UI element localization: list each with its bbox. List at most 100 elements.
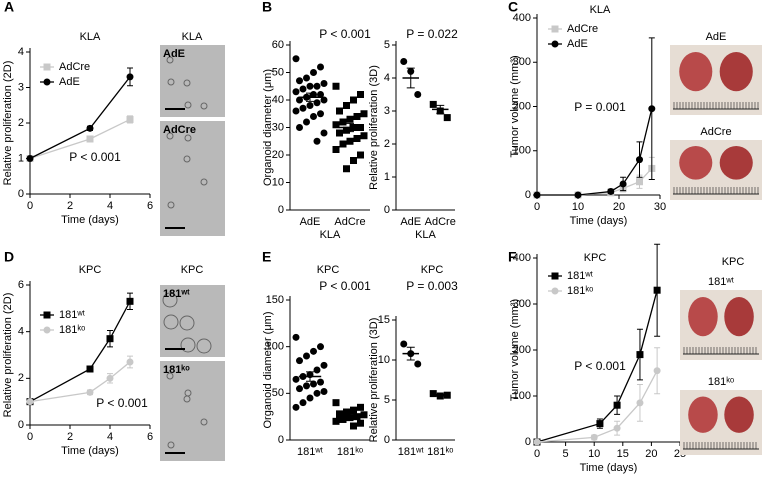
marker — [350, 157, 357, 164]
x-tick-label: 0 — [534, 448, 540, 460]
cell — [162, 292, 178, 308]
marker — [332, 417, 340, 425]
marker — [296, 357, 303, 365]
panel-letter: C — [508, 0, 518, 15]
cell — [184, 389, 192, 397]
y-tick-label: 40 — [272, 94, 284, 106]
annotation: P < 0.001 — [69, 150, 121, 164]
marker — [350, 96, 357, 104]
y-tick-label: 0 — [525, 189, 531, 201]
marker — [336, 129, 343, 137]
marker — [317, 343, 324, 351]
marker — [353, 113, 361, 120]
marker — [339, 118, 347, 126]
legend-label: AdCre — [59, 61, 90, 73]
cell — [166, 372, 174, 380]
marker — [292, 403, 300, 411]
marker — [126, 358, 134, 366]
marker — [353, 135, 361, 142]
marker — [310, 347, 317, 355]
marker — [332, 82, 340, 90]
legend-marker — [43, 63, 51, 71]
x-tick-label: 30 — [654, 201, 666, 213]
marker — [86, 365, 94, 373]
x-tick-label: 181ʷᵗ — [398, 446, 425, 458]
marker — [653, 286, 661, 294]
cell — [166, 56, 174, 64]
sem-bar — [306, 371, 314, 382]
marker — [607, 187, 615, 195]
legend-label: 181ʷᵗ — [59, 309, 86, 321]
y-tick-label: 6 — [18, 279, 24, 291]
tumor — [724, 297, 754, 337]
legend-label: 181ᵏᵒ — [59, 324, 85, 336]
marker — [26, 155, 34, 162]
y-tick-label: 100 — [266, 341, 284, 353]
annotation: P = 0.003 — [406, 279, 458, 293]
annotation: P < 0.001 — [96, 396, 148, 410]
marker — [313, 389, 321, 397]
marker — [296, 385, 303, 393]
marker — [653, 367, 661, 375]
image-label: 181ᵏᵒ — [163, 364, 190, 376]
marker — [648, 105, 656, 113]
marker — [360, 411, 368, 419]
x-tick-label: AdCre — [334, 216, 365, 228]
x-axis-label: Time (days) — [61, 214, 119, 226]
y-tick-label: 50 — [272, 387, 284, 399]
x-tick-label: 4 — [107, 200, 113, 212]
legend-label: AdE — [59, 76, 80, 88]
image-label: AdE — [706, 31, 727, 43]
y-axis-label: Relative proliferation (3D) — [368, 318, 380, 443]
marker — [299, 104, 307, 112]
y-tick-label: 400 — [513, 252, 531, 264]
marker — [414, 91, 422, 98]
marker — [292, 333, 300, 341]
marker — [306, 394, 314, 402]
image-label: 181ᵏᵒ — [708, 376, 734, 388]
x-tick-label: 5 — [563, 448, 569, 460]
marker — [636, 178, 643, 186]
x-tick-label: 181ᵏᵒ — [427, 446, 453, 458]
y-tick-label: 4 — [18, 326, 24, 338]
panel-letter: F — [508, 249, 517, 265]
y-tick-label: 200 — [513, 344, 531, 356]
marker — [296, 96, 303, 104]
panel-letter: D — [4, 249, 14, 265]
micrograph — [160, 285, 225, 357]
cell — [200, 418, 208, 426]
y-tick-label: 50 — [272, 66, 284, 78]
image-label: 181ʷᵗ — [708, 276, 735, 288]
x-tick-label: AdE — [400, 216, 421, 228]
marker — [306, 82, 314, 90]
sem-bar — [406, 67, 415, 89]
y-tick-label: 20 — [272, 149, 284, 161]
marker — [317, 91, 324, 98]
y-tick-label: 10 — [378, 354, 390, 366]
marker — [619, 180, 627, 188]
series-line — [29, 361, 131, 403]
legend-marker — [551, 25, 559, 33]
x-tick-label: 2 — [67, 431, 73, 443]
y-tick-label: 0 — [278, 204, 284, 216]
legend-marker — [551, 40, 559, 48]
legend-label: 181ʷᵗ — [567, 270, 594, 282]
marker — [299, 85, 307, 93]
series-line — [29, 76, 131, 160]
x-tick-label: 10 — [588, 448, 600, 460]
tumor — [719, 146, 753, 180]
marker — [343, 165, 350, 173]
image-title: KLA — [182, 31, 203, 43]
marker — [414, 360, 422, 368]
y-tick-label: 3 — [384, 105, 390, 117]
image-label: AdCre — [700, 126, 731, 138]
y-axis-label: Relative proliferation (2D) — [2, 61, 14, 186]
marker — [353, 413, 361, 421]
marker — [306, 102, 314, 109]
marker — [346, 115, 354, 123]
image-title: KPC — [181, 264, 204, 276]
cell — [180, 337, 196, 353]
legend-marker — [43, 326, 51, 334]
sem-bar — [346, 413, 354, 419]
panel-letter: E — [262, 249, 271, 265]
